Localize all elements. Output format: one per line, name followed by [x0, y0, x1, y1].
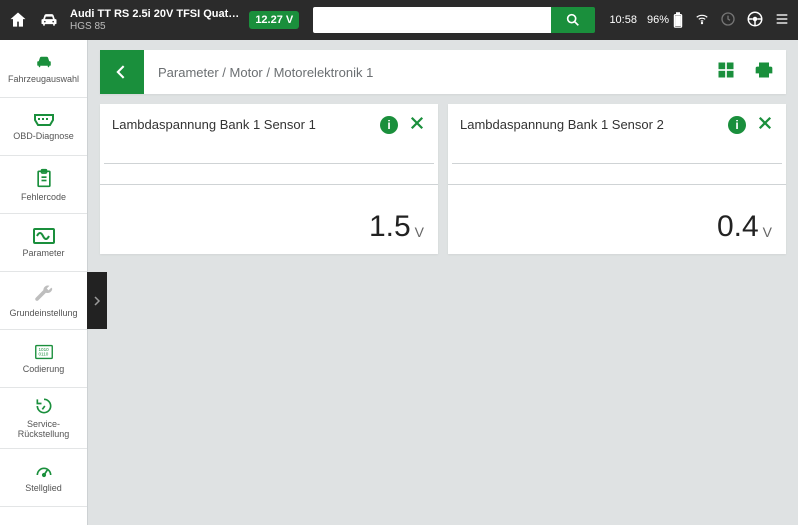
card-title: Lambdaspannung Bank 1 Sensor 1 — [112, 117, 380, 132]
sidebar-item-stellglied[interactable]: Stellglied — [0, 449, 87, 507]
back-button[interactable] — [100, 50, 144, 94]
close-icon[interactable] — [756, 114, 774, 135]
grid-view-icon[interactable] — [716, 60, 736, 85]
sidebar: Fahrzeugauswahl OBD-Diagnose Fehlercode … — [0, 40, 88, 525]
sidebar-item-service-ruckstellung[interactable]: Service-Rückstellung — [0, 388, 87, 449]
reset-icon — [33, 396, 55, 416]
sync-icon — [720, 11, 736, 30]
battery-status: 96% — [647, 12, 684, 28]
sidebar-item-label: OBD-Diagnose — [13, 132, 74, 142]
card-divider — [452, 163, 782, 164]
layout: Fahrzeugauswahl OBD-Diagnose Fehlercode … — [0, 40, 798, 525]
clock: 10:58 — [609, 14, 637, 26]
wifi-icon — [694, 12, 710, 29]
home-icon[interactable] — [8, 10, 28, 30]
car-icon — [32, 53, 56, 71]
breadcrumb-actions — [716, 60, 774, 85]
card-unit: V — [415, 224, 424, 240]
info-icon[interactable]: i — [728, 116, 746, 134]
parameter-card: Lambdaspannung Bank 1 Sensor 1 i 1.5 V — [100, 104, 438, 254]
battery-pct: 96% — [647, 14, 669, 26]
search-button[interactable] — [551, 7, 595, 33]
sidebar-item-fehlercode[interactable]: Fehlercode — [0, 156, 87, 214]
vehicle-title: Audi TT RS 2.5i 20V TFSI Quat… — [70, 8, 239, 20]
topbar-right: 10:58 96% — [609, 10, 790, 31]
sidebar-item-codierung[interactable]: 10100110 Codierung — [0, 330, 87, 388]
card-value-row: 1.5 V — [100, 184, 438, 254]
close-icon[interactable] — [408, 114, 426, 135]
vehicle-block[interactable]: Audi TT RS 2.5i 20V TFSI Quat… HGS 85 — [70, 8, 239, 31]
sidebar-item-label: Codierung — [23, 365, 65, 375]
search-wrap — [313, 7, 595, 33]
steering-icon[interactable] — [746, 10, 764, 31]
sidebar-item-label: Grundeinstellung — [9, 309, 77, 319]
clipboard-icon — [34, 167, 54, 189]
sidebar-item-label: Fahrzeugauswahl — [8, 75, 79, 85]
sidebar-item-label: Stellglied — [25, 484, 62, 494]
battery-icon — [672, 12, 684, 28]
arrow-back-icon — [112, 62, 132, 82]
gauge-icon — [33, 460, 55, 480]
arrow-right-icon — [91, 295, 103, 307]
breadcrumb-text: Parameter / Motor / Motorelektronik 1 — [158, 65, 716, 80]
card-unit: V — [763, 224, 772, 240]
breadcrumb-bar: Parameter / Motor / Motorelektronik 1 — [100, 50, 786, 94]
sidebar-item-label: Fehlercode — [21, 193, 66, 203]
card-header: Lambdaspannung Bank 1 Sensor 2 i — [448, 104, 786, 149]
card-divider — [104, 163, 434, 164]
print-icon[interactable] — [754, 60, 774, 85]
voltage-badge: 12.27 V — [249, 11, 299, 29]
topbar-left: Audi TT RS 2.5i 20V TFSI Quat… HGS 85 12… — [8, 8, 299, 31]
card-value: 0.4 — [717, 210, 759, 244]
obd-icon — [32, 112, 56, 128]
sidebar-item-grundeinstellung[interactable]: Grundeinstellung — [0, 272, 87, 330]
wrench-icon — [33, 283, 55, 305]
cards: Lambdaspannung Bank 1 Sensor 1 i 1.5 V L… — [100, 104, 786, 254]
info-icon[interactable]: i — [380, 116, 398, 134]
svg-text:0110: 0110 — [38, 351, 48, 356]
wave-icon — [32, 227, 56, 245]
search-input[interactable] — [313, 7, 551, 33]
sidebar-item-obd-diagnose[interactable]: OBD-Diagnose — [0, 98, 87, 156]
car-icon[interactable] — [38, 10, 60, 30]
main: Parameter / Motor / Motorelektronik 1 La… — [88, 40, 798, 525]
menu-icon[interactable] — [774, 11, 790, 30]
vehicle-sub: HGS 85 — [70, 21, 239, 32]
sidebar-item-parameter[interactable]: Parameter — [0, 214, 87, 272]
card-value-row: 0.4 V — [448, 184, 786, 254]
binary-icon: 10100110 — [33, 343, 55, 361]
sidebar-item-label: Parameter — [22, 249, 64, 259]
card-header: Lambdaspannung Bank 1 Sensor 1 i — [100, 104, 438, 149]
card-title: Lambdaspannung Bank 1 Sensor 2 — [460, 117, 728, 132]
sidebar-item-label: Service-Rückstellung — [2, 420, 85, 440]
sidebar-item-fahrzeugauswahl[interactable]: Fahrzeugauswahl — [0, 40, 87, 98]
parameter-card: Lambdaspannung Bank 1 Sensor 2 i 0.4 V — [448, 104, 786, 254]
topbar: Audi TT RS 2.5i 20V TFSI Quat… HGS 85 12… — [0, 0, 798, 40]
card-value: 1.5 — [369, 210, 411, 244]
expand-tab[interactable] — [87, 272, 107, 329]
